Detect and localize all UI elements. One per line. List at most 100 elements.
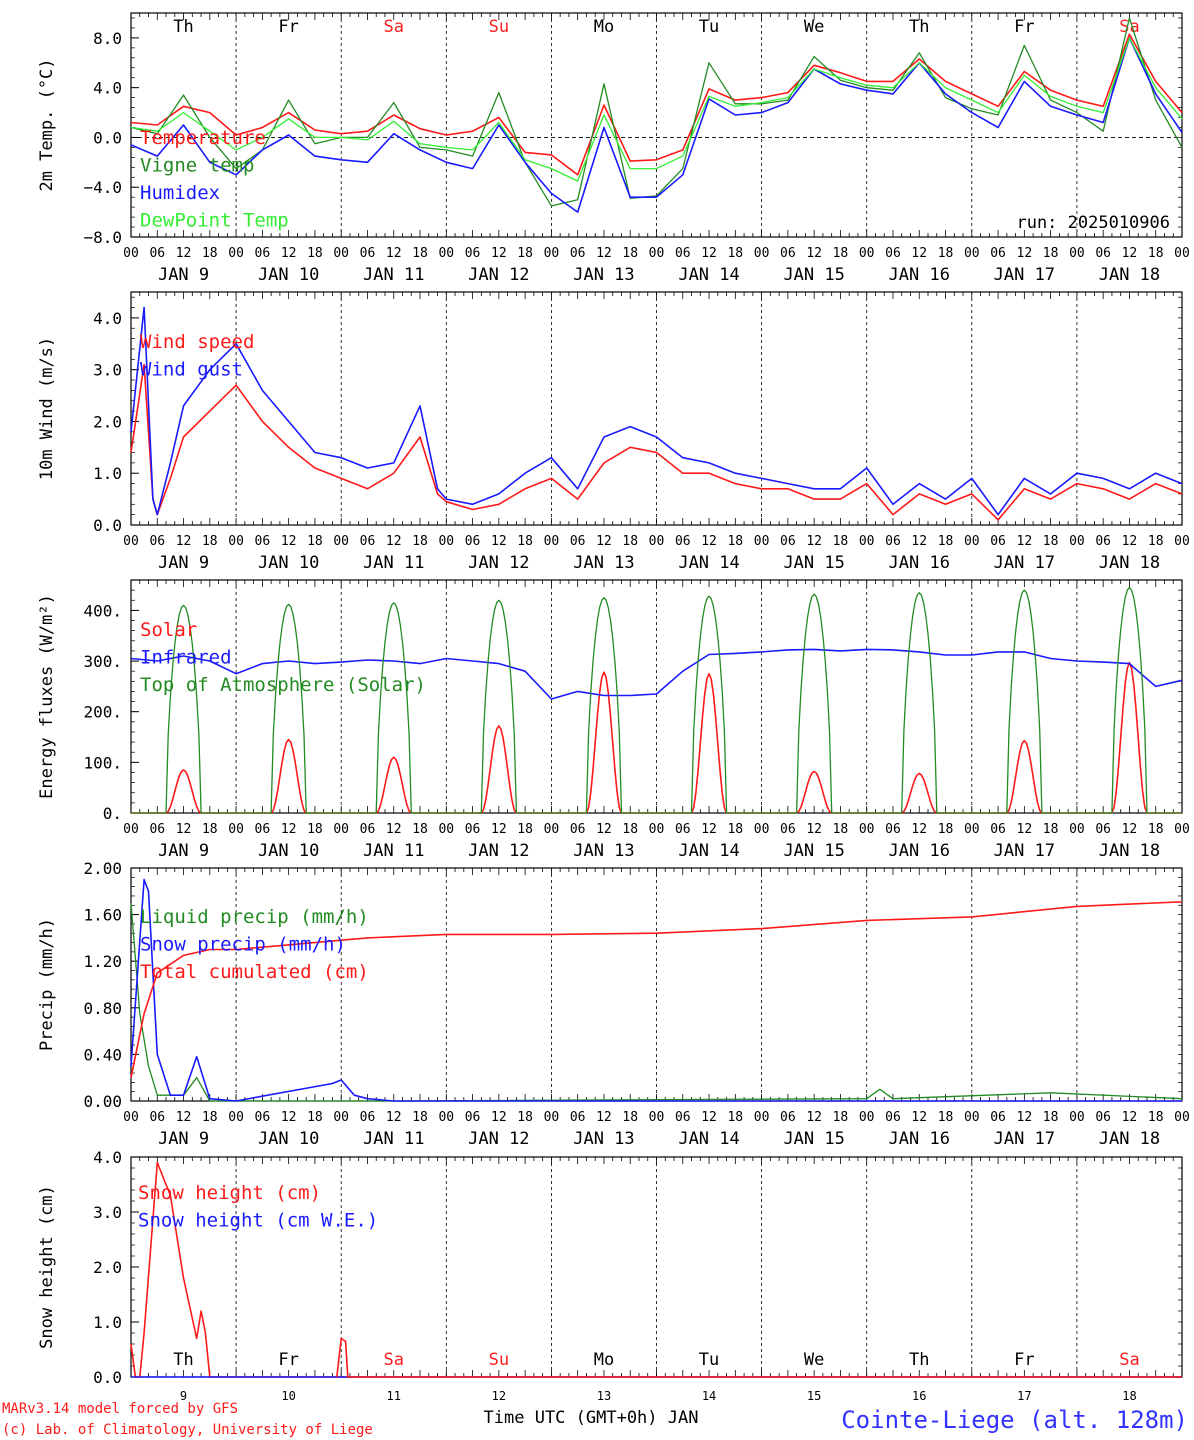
hour-tick-label: 12 bbox=[1017, 246, 1033, 261]
hour-tick-label: 06 bbox=[149, 822, 165, 837]
hour-tick-label: 18 bbox=[833, 246, 849, 261]
day-number: 17 bbox=[1017, 1389, 1031, 1403]
hour-tick-label: 12 bbox=[911, 534, 927, 549]
hour-tick-label: 18 bbox=[202, 1110, 218, 1125]
date-label: JAN 16 bbox=[889, 553, 950, 573]
y-tick-label: 8.0 bbox=[93, 29, 122, 48]
legend-entry: Wind gust bbox=[140, 359, 243, 381]
hour-tick-label: 06 bbox=[360, 534, 376, 549]
day-number: 9 bbox=[180, 1389, 187, 1403]
y-tick-label: 0.0 bbox=[93, 128, 122, 147]
hour-tick-label: 06 bbox=[780, 246, 796, 261]
hour-tick-label: 18 bbox=[622, 1110, 638, 1125]
hour-tick-label: 00 bbox=[754, 1110, 770, 1125]
panel-snow: 4.0 3.0 2.0 1.0 0.0 Snow height (cm) Snow heig… bbox=[37, 1148, 1183, 1403]
series-line-temperature bbox=[130, 33, 1183, 176]
legend-entry: Total cumulated (cm) bbox=[140, 961, 369, 983]
day-name: Fr bbox=[1014, 1350, 1034, 1370]
hour-tick-label: 00 bbox=[544, 1110, 560, 1125]
hour-tick-label: 18 bbox=[517, 1110, 533, 1125]
date-label: JAN 9 bbox=[158, 841, 209, 861]
hour-tick-label: 06 bbox=[149, 534, 165, 549]
hour-tick-label: 18 bbox=[517, 246, 533, 261]
y-tick-label: 300. bbox=[83, 652, 122, 671]
day-number: 14 bbox=[702, 1389, 716, 1403]
legend-entry: Humidex bbox=[140, 182, 220, 204]
hour-tick-label: 18 bbox=[307, 1110, 323, 1125]
hour-tick-label: 00 bbox=[754, 822, 770, 837]
hour-tick-label: 18 bbox=[1148, 822, 1164, 837]
hour-tick-label: 12 bbox=[386, 1110, 402, 1125]
hour-tick-label: 06 bbox=[570, 534, 586, 549]
y-tick-label: 3.0 bbox=[93, 361, 122, 380]
hour-tick-label: 12 bbox=[1122, 534, 1138, 549]
hour-tick-label: 12 bbox=[596, 246, 612, 261]
hour-tick-label: 18 bbox=[412, 246, 428, 261]
hour-tick-label: 00 bbox=[1174, 246, 1190, 261]
day-name: We bbox=[804, 1350, 824, 1370]
hour-tick-label: 00 bbox=[123, 1110, 139, 1125]
hour-tick-label: 00 bbox=[333, 246, 349, 261]
hour-tick-label: 18 bbox=[1148, 1110, 1164, 1125]
hour-tick-label: 12 bbox=[491, 246, 507, 261]
hour-tick-label: 06 bbox=[1095, 822, 1111, 837]
hour-tick-label: 12 bbox=[701, 534, 717, 549]
hour-tick-label: 12 bbox=[911, 246, 927, 261]
date-label: JAN 11 bbox=[363, 553, 424, 573]
hour-tick-label: 00 bbox=[228, 246, 244, 261]
series-line-snow-blip bbox=[336, 1337, 1182, 1378]
day-name: Su bbox=[489, 1350, 509, 1370]
y-axis-label: 10m Wind (m/s) bbox=[37, 337, 57, 480]
x-axis-title: Time UTC (GMT+0h) JAN bbox=[484, 1408, 699, 1428]
y-tick-label: 2.00 bbox=[83, 859, 122, 878]
y-tick-label: 0.0 bbox=[93, 1368, 122, 1387]
legend-entry: Snow height (cm W.E.) bbox=[138, 1210, 378, 1232]
hour-tick-label: 12 bbox=[911, 822, 927, 837]
hour-tick-label: 18 bbox=[833, 534, 849, 549]
date-label: JAN 13 bbox=[573, 1129, 634, 1149]
hour-tick-label: 06 bbox=[255, 822, 271, 837]
date-label: JAN 10 bbox=[258, 1129, 319, 1149]
hour-tick-label: 12 bbox=[176, 1110, 192, 1125]
hour-tick-label: 12 bbox=[386, 534, 402, 549]
hour-tick-label: 12 bbox=[491, 822, 507, 837]
hour-tick-label: 12 bbox=[806, 822, 822, 837]
legend-entry: Wind speed bbox=[140, 331, 254, 353]
panel-precip: 2.00 1.60 1.20 0.80 0.40 0.00 Precip (mm/h) 00 0… bbox=[37, 859, 1190, 1149]
hour-tick-label: 18 bbox=[1043, 822, 1059, 837]
station-label: Cointe-Liege (alt. 128m) bbox=[841, 1406, 1188, 1434]
hour-tick-label: 06 bbox=[675, 1110, 691, 1125]
hour-tick-label: 12 bbox=[1122, 1110, 1138, 1125]
y-axis-label: 2m Temp. (°C) bbox=[37, 58, 57, 191]
y-tick-label: 0.40 bbox=[83, 1045, 122, 1064]
hour-tick-label: 18 bbox=[1043, 534, 1059, 549]
legend-entry: Infrared bbox=[140, 647, 232, 669]
day-name: Sa bbox=[384, 17, 404, 37]
hour-tick-label: 00 bbox=[123, 534, 139, 549]
hour-tick-label: 18 bbox=[727, 1110, 743, 1125]
hour-tick-label: 12 bbox=[806, 534, 822, 549]
day-number: 10 bbox=[281, 1389, 295, 1403]
hour-tick-label: 18 bbox=[517, 534, 533, 549]
y-tick-label: 100. bbox=[83, 753, 122, 772]
day-name: Tu bbox=[699, 1350, 719, 1370]
y-tick-label: 2.0 bbox=[93, 1258, 122, 1277]
hour-tick-label: 12 bbox=[1122, 246, 1138, 261]
hour-tick-label: 00 bbox=[544, 822, 560, 837]
hour-tick-label: 06 bbox=[780, 822, 796, 837]
day-name: Sa bbox=[1119, 1350, 1139, 1370]
date-label: JAN 11 bbox=[363, 841, 424, 861]
hour-tick-label: 00 bbox=[964, 822, 980, 837]
y-tick-label: 200. bbox=[83, 703, 122, 722]
hour-tick-label: 00 bbox=[754, 534, 770, 549]
hour-tick-label: 06 bbox=[1095, 1110, 1111, 1125]
hour-tick-label: 00 bbox=[649, 822, 665, 837]
hour-tick-label: 06 bbox=[360, 1110, 376, 1125]
hour-tick-label: 18 bbox=[307, 246, 323, 261]
hour-tick-label: 00 bbox=[1174, 822, 1190, 837]
date-label: JAN 16 bbox=[889, 265, 950, 285]
date-label: JAN 11 bbox=[363, 1129, 424, 1149]
hour-tick-label: 18 bbox=[622, 822, 638, 837]
hour-tick-label: 18 bbox=[727, 246, 743, 261]
